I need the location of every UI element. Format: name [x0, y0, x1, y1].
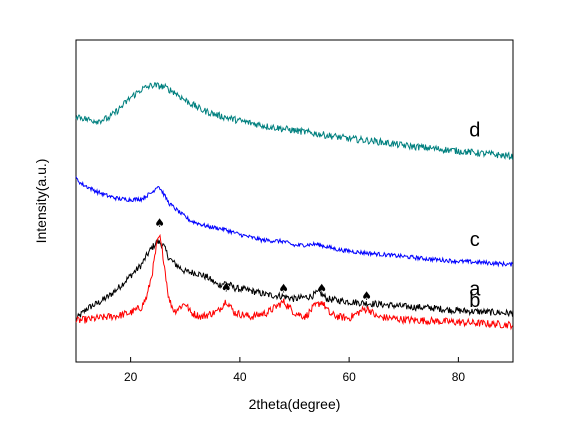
series-layer	[75, 82, 513, 331]
x-tick-label-60: 60	[342, 370, 356, 384]
peak-marker-layer: ♠ ♠ ♠ ♠ ♠	[154, 216, 372, 303]
peak-marker-4: ♠	[316, 282, 327, 296]
series-line-a	[75, 239, 513, 322]
curve-label-layer: d c ba	[469, 120, 481, 312]
x-tick-label-20: 20	[124, 370, 138, 384]
series-line-c	[75, 176, 513, 268]
x-axis-ticks: 20 40 60 80	[124, 357, 465, 384]
peak-marker-1: ♠	[154, 216, 165, 230]
peak-marker-2: ♠	[221, 280, 232, 294]
peak-marker-5: ♠	[361, 289, 372, 303]
series-line-b	[75, 233, 513, 331]
x-tick-label-80: 80	[452, 370, 466, 384]
series-line-d	[75, 82, 513, 160]
curve-label-c: c	[470, 229, 480, 251]
curve-label-b: b	[469, 290, 480, 312]
y-axis-label: Intensity(a.u.)	[33, 159, 49, 244]
x-axis-label: 2theta(degree)	[249, 396, 341, 412]
curve-label-d: d	[469, 120, 480, 142]
curve-label-a: a	[469, 278, 481, 300]
peak-marker-3: ♠	[278, 282, 289, 296]
x-tick-label-40: 40	[233, 370, 247, 384]
plot-frame	[75, 39, 514, 363]
